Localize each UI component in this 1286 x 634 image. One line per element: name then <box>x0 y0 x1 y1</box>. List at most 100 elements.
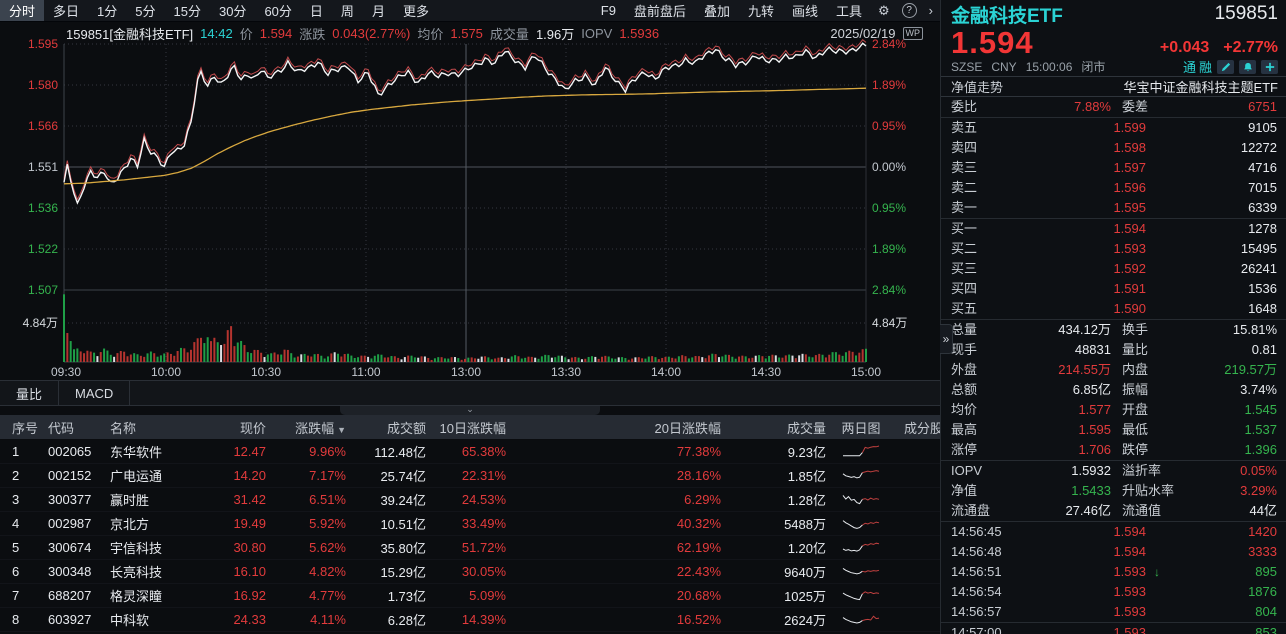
avg-value: 1.575 <box>450 25 483 41</box>
bid-row-3[interactable]: 买三 1.592 26241 <box>951 261 1277 276</box>
bid-row-5[interactable]: 买五 1.590 1648 <box>951 301 1277 316</box>
intraday-chart-svg[interactable]: 1.595 1.580 1.566 1.551 1.536 1.522 1.507 2.84%… <box>0 37 941 380</box>
collapse-handle[interactable]: ⌄ <box>340 405 600 415</box>
toolbar-spacer <box>438 0 592 21</box>
table-row-002065[interactable]: 1 002065 东华软件 12.47 9.96% 112.48亿 65.38% 77.38%… <box>0 440 940 464</box>
toolbar-tab-30分[interactable]: 30分 <box>218 4 247 19</box>
toolbar-tab-分时[interactable]: 分时 <box>0 0 45 21</box>
time-sales-list[interactable]: 14:56:45 1.594 1420 14:56:48 1.594 3333 14:56:… <box>941 522 1286 634</box>
col-header-代码[interactable]: 代码 <box>48 420 75 436</box>
ask-row-5[interactable]: 卖五 1.599 9105 <box>951 120 1277 135</box>
two-day-sparkline <box>832 440 890 463</box>
toolbar-tab-多日[interactable]: 多日 <box>53 4 80 19</box>
cell: 22.43% <box>676 564 721 579</box>
cell: 1.20亿 <box>787 541 826 556</box>
toolbar-action-九转[interactable]: 九转 <box>747 4 774 19</box>
toolbar-tab-月[interactable]: 月 <box>371 4 385 19</box>
bid-row-4[interactable]: 买四 1.591 1536 <box>951 281 1277 296</box>
cell: 002065 <box>48 444 92 459</box>
table-row-300348[interactable]: 6 300348 长亮科技 16.10 4.82% 15.29亿 30.05% 22.43% 9… <box>0 560 940 584</box>
indicator-tab-量比[interactable]: 量比 <box>0 381 60 405</box>
table-row-688207[interactable]: 7 688207 格灵深瞳 16.92 4.77% 1.73亿 5.09% 20.68% 102… <box>0 584 940 608</box>
toolbar-action-画线[interactable]: 画线 <box>791 4 818 19</box>
cell: 300348 <box>48 564 92 579</box>
cell: 9.23亿 <box>787 445 826 460</box>
toolbar-tab-60分[interactable]: 60分 <box>264 4 292 19</box>
toolbar-tab-1分[interactable]: 1分 <box>97 4 118 19</box>
col-header-成交额[interactable]: 成交额 <box>386 420 426 436</box>
indicator-tab-MACD[interactable]: MACD <box>59 381 131 405</box>
volume-axis-label: 4.84万 <box>872 316 907 330</box>
toolbar-tab-更多[interactable]: 更多 <box>402 4 429 19</box>
stat-row-3: 总额 6.85亿 振幅 3.74% <box>951 382 1277 397</box>
cell: 62.19% <box>676 540 721 555</box>
toolbar-more-icon[interactable]: › <box>928 3 933 18</box>
cell: 16.92 <box>233 588 266 603</box>
table-row-002987[interactable]: 4 002987 京北方 19.49 5.92% 10.51亿 33.49% 40.32% 54… <box>0 512 940 536</box>
cell: 2 <box>12 468 20 483</box>
col-header-成交量[interactable]: 成交量 <box>786 420 826 436</box>
panel-expand-arrow[interactable]: » <box>940 324 953 354</box>
cell: 35.80亿 <box>380 541 426 556</box>
toolbar-tab-周[interactable]: 周 <box>340 4 354 19</box>
ask-row-3[interactable]: 卖三 1.597 4716 <box>951 160 1277 175</box>
cell: 39.24亿 <box>380 493 426 508</box>
y-axis-right-label: 0.95% <box>872 201 906 215</box>
add-icon[interactable] <box>1261 59 1278 74</box>
col-header-现价[interactable]: 现价 <box>239 420 266 436</box>
col-header-两日图[interactable]: 两日图 <box>841 420 881 436</box>
edit-icon[interactable] <box>1217 59 1234 74</box>
cell: 格灵深瞳 <box>110 589 163 604</box>
cell: 宇信科技 <box>110 541 163 556</box>
nav-trend-row[interactable]: 净值走势 华宝中证金融科技主题ETF <box>941 76 1286 97</box>
y-axis-right-label: 0.00% <box>872 160 906 174</box>
cell: 7 <box>12 588 20 603</box>
stat-row-6: 涨停 1.706 跌停 1.396 <box>951 442 1277 457</box>
toolbar-action-F9[interactable]: F9 <box>600 3 616 18</box>
cell: 688207 <box>48 588 92 603</box>
table-row-300377[interactable]: 3 300377 赢时胜 31.42 6.51% 39.24亿 24.53% 6.29% 1.2… <box>0 488 940 512</box>
ask-row-2[interactable]: 卖二 1.596 7015 <box>951 180 1277 195</box>
currency-label: CNY <box>991 59 1017 74</box>
help-icon[interactable]: ? <box>901 3 917 18</box>
col-header-10日涨跌幅[interactable]: 10日涨跌幅 <box>439 420 506 436</box>
bid-row-2[interactable]: 买二 1.593 15495 <box>951 241 1277 256</box>
toolbar-tab-日[interactable]: 日 <box>309 4 323 19</box>
cell: 10.51亿 <box>380 517 426 532</box>
toolbar-tab-5分[interactable]: 5分 <box>135 4 156 19</box>
gear-icon[interactable]: ⚙ <box>878 2 890 18</box>
stats-block: 总量 434.12万 换手 15.81% 现手 48831 量比 0.81 外盘 214.55万内… <box>941 320 1286 460</box>
wp-badge[interactable]: WP <box>902 26 923 40</box>
tick-row-14:56:54: 14:56:54 1.593 1876 <box>951 584 1277 599</box>
chart-code-name: 159851[金融科技ETF] <box>66 26 194 42</box>
tick-row-14:56:51: 14:56:51 1.593 ↓ 895 <box>941 562 1286 582</box>
cell: 1.85亿 <box>787 469 826 484</box>
x-axis-label: 14:30 <box>751 365 781 379</box>
bid-row-1[interactable]: 买一 1.594 1278 <box>951 221 1277 236</box>
table-row-002152[interactable]: 2 002152 广电运通 14.20 7.17% 25.74亿 22.31% 28.16% 1… <box>0 464 940 488</box>
col-header-名称[interactable]: 名称 <box>110 420 137 436</box>
col-header-序号[interactable]: 序号 <box>12 420 39 436</box>
cell: 1 <box>12 444 20 459</box>
col-header-20日涨跌幅[interactable]: 20日涨跌幅 <box>654 420 721 436</box>
col-header-涨跌幅[interactable]: 涨跌幅 ▼ <box>295 420 346 436</box>
toolbar-action-工具[interactable]: 工具 <box>835 4 862 19</box>
toolbar-action-叠加[interactable]: 叠加 <box>703 4 730 19</box>
toolbar-action-盘前盘后[interactable]: 盘前盘后 <box>633 4 686 19</box>
stat-row-1: 现手 48831 量比 0.81 <box>951 342 1277 357</box>
col-header-成分股[interactable]: 成分股 <box>904 420 940 436</box>
toolbar-tab-15分[interactable]: 15分 <box>173 4 201 19</box>
iopv-row-1: 净值 1.5433 升贴水率 3.29% <box>951 483 1277 498</box>
two-day-sparkline <box>832 608 890 631</box>
bell-icon[interactable] <box>1239 59 1256 74</box>
exchange-label: SZSE <box>951 59 983 74</box>
iopv-block: IOPV 1.5932 溢折率 0.05% 净值 1.5433 升贴水率 3.29% 流通盘 27… <box>941 461 1286 521</box>
ask-row-4[interactable]: 卖四 1.598 12272 <box>951 140 1277 155</box>
table-row-300674[interactable]: 5 300674 宇信科技 30.80 5.62% 35.80亿 51.72% 62.19% 1… <box>0 536 940 560</box>
ask-row-1[interactable]: 卖一 1.595 6339 <box>951 200 1277 215</box>
average-price-line <box>63 87 867 185</box>
cell: 33.49% <box>461 516 506 531</box>
table-row-603927[interactable]: 8 603927 中科软 24.33 4.11% 6.28亿 14.39% 16.52% 262… <box>0 608 940 632</box>
cell: 300674 <box>48 540 92 555</box>
